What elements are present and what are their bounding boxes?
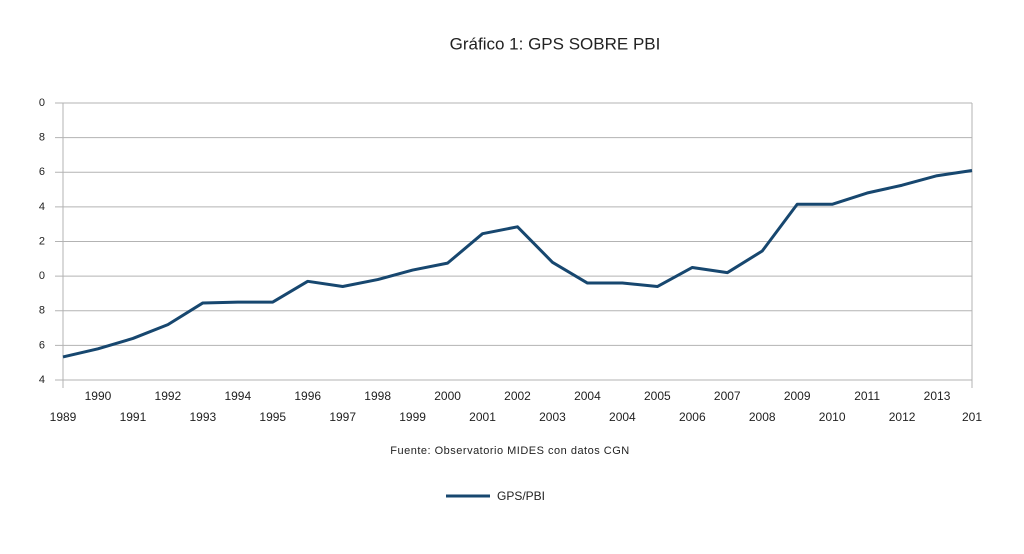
x-tick-label: 1997 [329,410,356,424]
x-tick-label: 2004 [609,410,636,424]
x-tick-label: 2008 [749,410,776,424]
x-tick-label: 2011 [854,389,880,403]
y-tick-label: 6 [39,339,45,351]
x-tick-label: 2006 [679,410,706,424]
x-tick-label: 2013 [924,389,951,403]
x-tick-label: 1992 [155,389,182,403]
x-tick-label: 1994 [224,389,251,403]
x-tick-label: 1993 [189,410,216,424]
x-tick-label: 2004 [574,389,601,403]
x-tick-label: 2010 [819,410,846,424]
y-tick-label: 8 [39,132,45,144]
x-tick-label: 2001 [469,410,496,424]
x-tick-label: 201 [962,410,982,424]
y-tick-label: 0 [39,270,45,282]
y-tick-label: 0 [39,97,45,109]
data-line [62,169,973,359]
x-tick-label: 2012 [889,410,916,424]
chart-title: Gráfico 1: GPS SOBRE PBI [450,34,661,53]
y-tick-label: 2 [39,235,45,247]
x-tick-label: 2000 [434,389,461,403]
x-tick-label: 1989 [50,410,77,424]
x-tick-label: 2002 [504,389,531,403]
source-note: Fuente: Observatorio MIDES con datos CGN [390,445,629,457]
x-tick-label: 1990 [85,389,112,403]
x-tick-label: 2007 [714,389,741,403]
y-tick-label: 4 [39,201,45,213]
y-tick-label: 6 [39,166,45,178]
legend-label: GPS/PBI [497,489,545,503]
x-tick-label: 2009 [784,389,811,403]
x-tick-label: 1995 [259,410,286,424]
x-tick-label: 1999 [399,410,426,424]
x-tick-label: 1998 [364,389,391,403]
y-tick-label: 4 [39,374,45,386]
x-tick-label: 2003 [539,410,566,424]
x-tick-label: 2005 [644,389,671,403]
y-tick-label: 8 [39,305,45,317]
x-tick-label: 1991 [120,410,147,424]
x-tick-label: 1996 [294,389,321,403]
